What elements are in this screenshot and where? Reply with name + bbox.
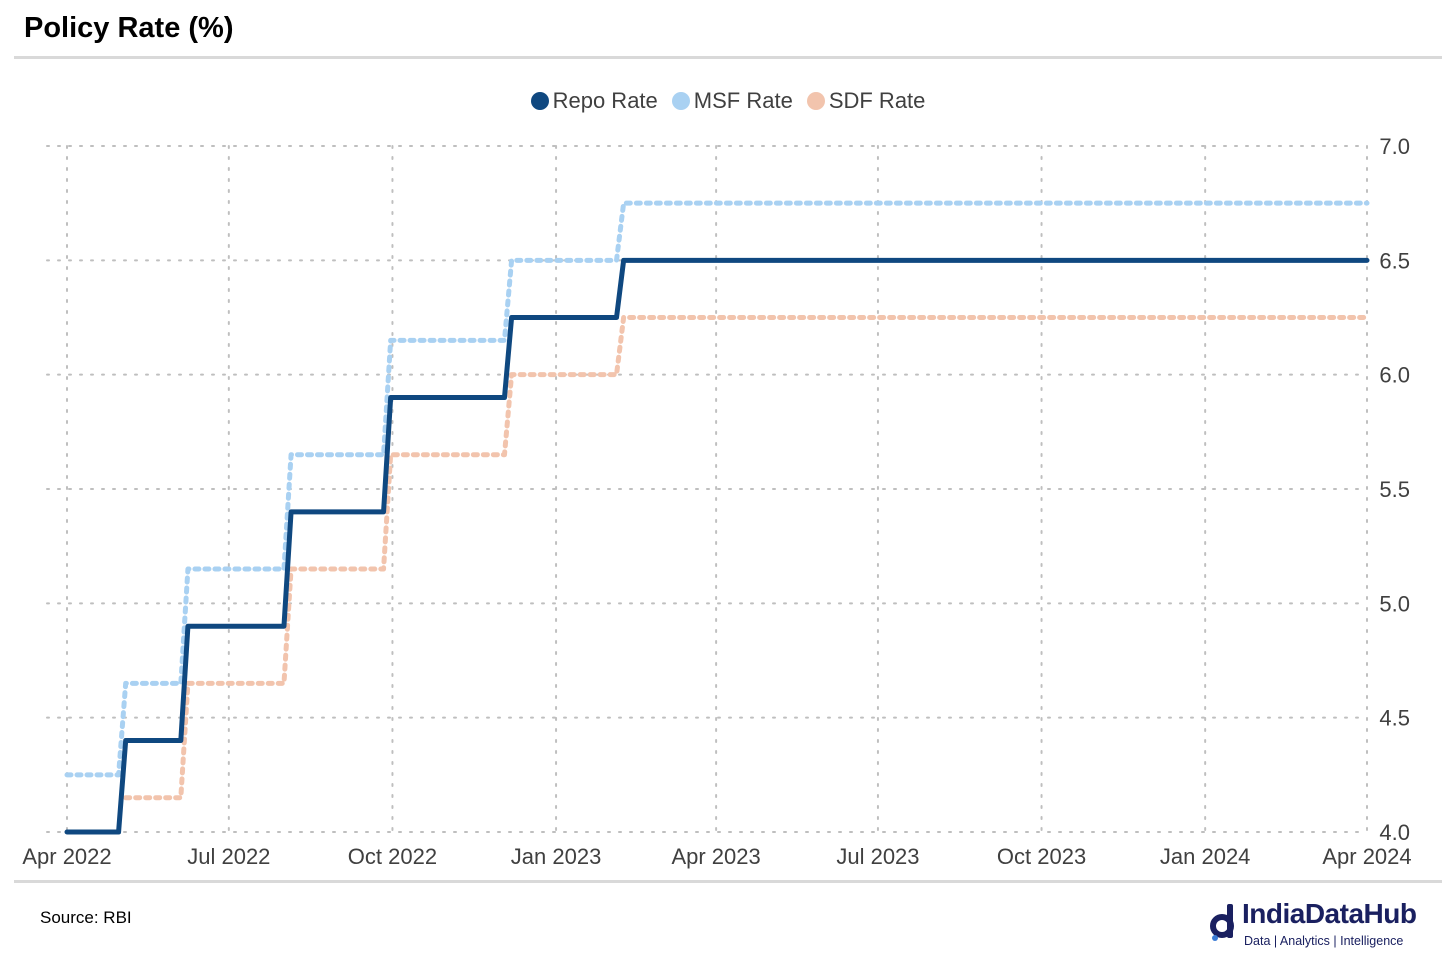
- x-tick-label-5: Jul 2023: [836, 844, 919, 869]
- series-line-msf: [64, 200, 1370, 778]
- y-tick-label-4: 6.0: [1379, 363, 1410, 388]
- legend-label-msf: MSF Rate: [693, 88, 793, 113]
- y-tick-label-0: 4.0: [1379, 820, 1410, 845]
- x-tick-label-1: Jul 2022: [187, 844, 270, 869]
- legend-swatch-sdf: [806, 92, 825, 110]
- brand-logo: IndiaDataHub Data | Analytics | Intellig…: [1210, 898, 1440, 952]
- x-tick-label-8: Apr 2024: [1322, 844, 1411, 869]
- source-note: Source: RBI: [40, 908, 132, 927]
- y-tick-label-6: 7.0: [1379, 134, 1410, 159]
- chart-title: Policy Rate (%): [24, 12, 234, 44]
- y-tick-label-5: 6.5: [1379, 248, 1410, 273]
- legend-label-sdf: SDF Rate: [828, 88, 926, 113]
- x-tick-label-3: Jan 2023: [511, 844, 602, 869]
- y-tick-label-3: 5.5: [1379, 477, 1410, 502]
- brand-name: IndiaDataHub: [1242, 898, 1417, 929]
- legend-label-repo: Repo Rate: [552, 88, 658, 113]
- x-tick-label-2: Oct 2022: [348, 844, 437, 869]
- x-tick-label-4: Apr 2023: [671, 844, 760, 869]
- top-divider: [14, 56, 1442, 59]
- x-tick-label-6: Oct 2023: [997, 844, 1086, 869]
- legend-swatch-repo: [530, 92, 549, 110]
- y-tick-label-1: 4.5: [1379, 706, 1410, 731]
- legend-item-repo: Repo Rate: [530, 88, 658, 114]
- y-tick-label-2: 5.0: [1379, 591, 1410, 616]
- legend-item-sdf: SDF Rate: [806, 88, 926, 114]
- bottom-divider: [14, 880, 1442, 883]
- legend-swatch-msf: [671, 92, 690, 110]
- legend-item-msf: MSF Rate: [671, 88, 793, 114]
- series-line-repo: [64, 257, 1370, 835]
- series-line-sdf: [123, 315, 1370, 801]
- indiadatahub-logo-icon: [1210, 904, 1234, 941]
- x-tick-label-0: Apr 2022: [22, 844, 111, 869]
- legend: Repo Rate MSF Rate SDF Rate: [0, 88, 1456, 114]
- brand-tagline: Data | Analytics | Intelligence: [1244, 934, 1404, 948]
- x-tick-label-7: Jan 2024: [1160, 844, 1251, 869]
